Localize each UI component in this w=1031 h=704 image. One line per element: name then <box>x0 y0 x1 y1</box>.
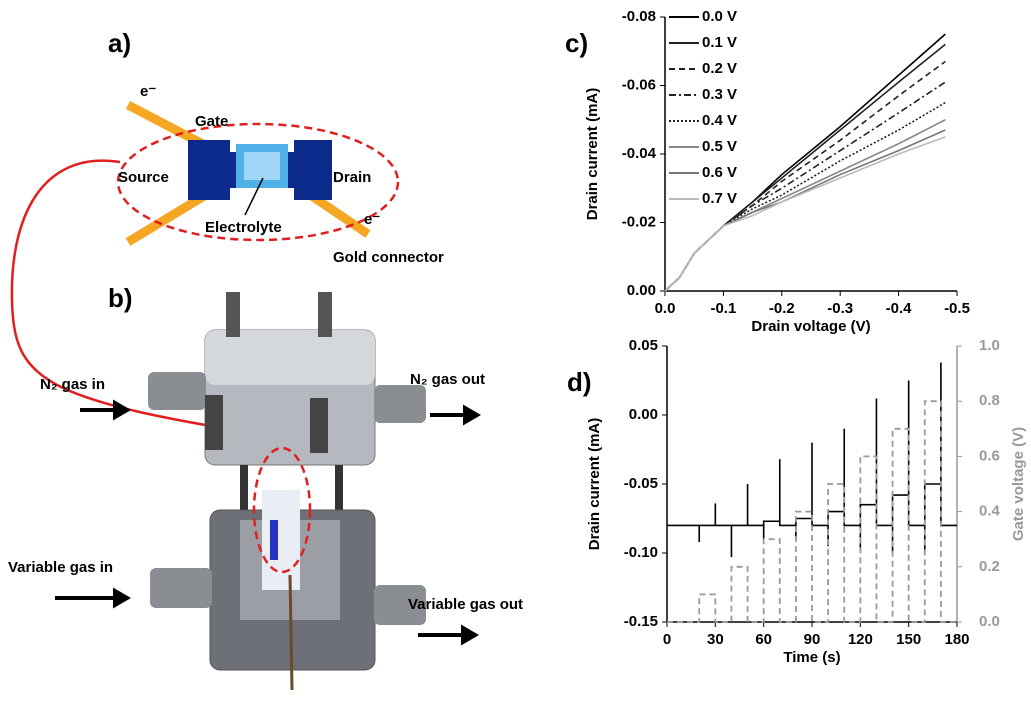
y-tick-label: 0.00 <box>627 282 656 299</box>
series-line <box>667 362 957 558</box>
y-tick-label: -0.08 <box>622 8 656 25</box>
x-tick-label: -0.4 <box>886 300 913 317</box>
arrow <box>418 624 479 646</box>
y-tick-label: -0.02 <box>622 213 656 230</box>
fitting <box>150 568 212 608</box>
arrows <box>55 399 481 646</box>
legend-entry: 0.1 V <box>702 34 737 51</box>
label: Gate <box>195 113 228 130</box>
y-axis-label: Drain current (mA) <box>584 88 601 221</box>
panel-label: c) <box>565 28 588 58</box>
label: Variable gas out <box>408 596 523 613</box>
fitting <box>374 585 426 625</box>
y2-axis-label: Gate voltage (V) <box>1010 427 1027 541</box>
rod <box>335 465 343 515</box>
y2-tick-label: 0.0 <box>979 613 1000 630</box>
panel-label: a) <box>108 28 131 58</box>
pointer <box>244 177 264 216</box>
legend-entry: 0.6 V <box>702 164 737 181</box>
y-tick-label: -0.05 <box>624 475 658 492</box>
wing-nut <box>226 292 240 337</box>
x-tick-label: 180 <box>944 631 969 648</box>
wing-nut <box>318 292 332 337</box>
series-line <box>667 400 957 623</box>
x-tick-label: 0 <box>663 631 671 648</box>
series-line <box>664 81 946 292</box>
wing-nut <box>310 398 328 453</box>
x-tick-label: -0.2 <box>769 300 795 317</box>
label: Gold connector <box>333 249 444 266</box>
highlight <box>116 122 400 242</box>
electrolyte-core <box>244 152 280 180</box>
label: e⁻ <box>140 83 156 100</box>
legend-entry: 0.4 V <box>702 112 737 129</box>
rod <box>240 465 248 515</box>
x-tick-label: -0.3 <box>827 300 853 317</box>
x-axis-label: Drain voltage (V) <box>751 318 870 335</box>
y2-tick-label: 0.8 <box>979 392 1000 409</box>
legend-entry: 0.7 V <box>702 190 737 207</box>
label: N₂ gas in <box>40 376 105 393</box>
highlight <box>252 446 312 574</box>
lead <box>288 574 294 691</box>
y-tick-label: -0.10 <box>624 544 658 561</box>
x-tick-label: 60 <box>755 631 772 648</box>
label: Electrolyte <box>205 219 282 236</box>
chip <box>262 490 300 590</box>
legend-entry: 0.2 V <box>702 60 737 77</box>
fitting <box>148 372 206 410</box>
x-tick-label: 90 <box>804 631 821 648</box>
y-tick-label: 0.05 <box>629 337 658 354</box>
drain-pad <box>294 140 332 200</box>
y2-tick-label: 0.2 <box>979 558 1000 575</box>
y-axis-label: Drain current (mA) <box>586 418 603 551</box>
x-tick-label: 150 <box>896 631 921 648</box>
x-tick-label: -0.1 <box>710 300 736 317</box>
source-pad <box>188 140 230 200</box>
label: Source <box>118 169 169 186</box>
y2-tick-label: 1.0 <box>979 337 1000 354</box>
label: Variable gas in <box>8 559 113 576</box>
legend-entry: 0.5 V <box>702 138 737 155</box>
y2-tick-label: 0.6 <box>979 447 1000 464</box>
y-tick-label: -0.04 <box>622 145 657 162</box>
panel-label: b) <box>108 283 133 313</box>
y-tick-label: -0.06 <box>622 76 656 93</box>
x-tick-label: 0.0 <box>655 300 676 317</box>
panel-label: d) <box>567 367 592 397</box>
wing-nut <box>205 395 223 450</box>
label: N₂ gas out <box>410 371 485 388</box>
legend-entry: 0.0 V <box>702 8 737 25</box>
x-tick-label: -0.5 <box>944 300 970 317</box>
transistor-sketch <box>116 101 400 246</box>
arrow <box>55 587 131 609</box>
x-tick-label: 120 <box>848 631 873 648</box>
arrow <box>430 404 481 426</box>
label: Drain <box>333 169 371 186</box>
series-line <box>664 136 946 292</box>
x-tick-label: 30 <box>707 631 724 648</box>
arrow <box>80 399 131 421</box>
fitting <box>374 385 426 423</box>
y-tick-label: -0.15 <box>624 613 658 630</box>
y2-tick-label: 0.4 <box>979 503 1001 520</box>
chip-pattern <box>270 520 278 560</box>
x-axis-label: Time (s) <box>783 649 840 666</box>
y-tick-label: 0.00 <box>629 406 658 423</box>
label: e⁻ <box>364 211 380 228</box>
top-face <box>205 330 375 385</box>
legend-entry: 0.3 V <box>702 86 737 103</box>
gas-cell <box>148 292 426 691</box>
